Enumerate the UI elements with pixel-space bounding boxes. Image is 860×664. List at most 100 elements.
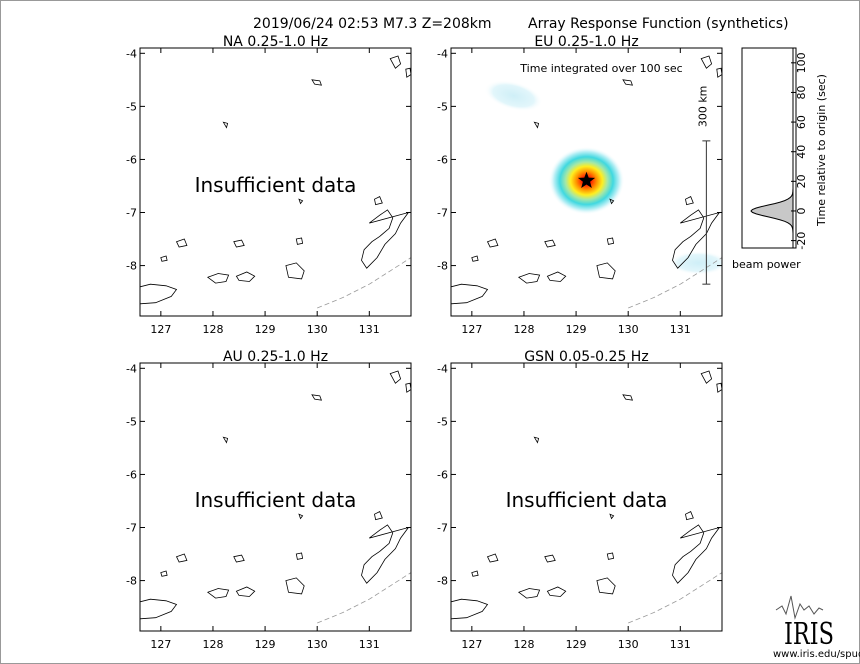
lat-tick-label: -7 <box>126 522 137 535</box>
coastline <box>546 586 567 597</box>
coastline <box>517 588 541 599</box>
lat-tick-label: -7 <box>437 207 448 220</box>
iris-logo: IRIS www.iris.edu/spud <box>773 595 860 660</box>
sidelobe <box>668 250 722 275</box>
coastline <box>700 55 713 69</box>
logo-url: www.iris.edu/spud <box>773 649 860 660</box>
lat-tick-label: -6 <box>126 153 137 166</box>
lon-tick-label: 129 <box>255 323 276 336</box>
coastline <box>175 553 188 563</box>
coastline <box>361 209 410 269</box>
coastline <box>140 598 178 620</box>
lon-tick-label: 128 <box>513 638 534 651</box>
coastline <box>700 370 713 384</box>
coastline <box>622 79 634 86</box>
coastline <box>298 513 304 520</box>
lon-tick-label: 130 <box>307 638 328 651</box>
beam-tick-label: 40 <box>795 145 808 159</box>
lat-tick-label: -7 <box>126 207 137 220</box>
beam-power-ylabel: Time relative to origin (sec) <box>815 74 828 227</box>
coastline <box>517 273 541 284</box>
lon-tick-label: 129 <box>255 638 276 651</box>
panel-title: AU 0.25-1.0 Hz <box>223 349 328 365</box>
coastline <box>544 239 556 248</box>
lon-tick-label: 131 <box>670 323 691 336</box>
coastline <box>285 262 305 280</box>
beam-power-label: beam power <box>732 258 801 271</box>
map-panels: 127 128 129 130 131 -4 -5 -6 -7 -8 NA 0.25-1.0 Hz I… <box>126 34 723 651</box>
coastline <box>222 436 229 444</box>
lat-tick-label: -5 <box>437 415 448 428</box>
beam-tick-label: 80 <box>795 85 808 99</box>
lat-tick-label: -7 <box>437 522 448 535</box>
coastline <box>486 238 499 248</box>
lon-tick-label: 128 <box>202 323 223 336</box>
lat-tick-label: -6 <box>437 153 448 166</box>
coastline <box>295 237 304 245</box>
coastline <box>140 283 178 305</box>
lon-tick-label: 129 <box>566 323 587 336</box>
lon-tick-label: 130 <box>618 638 639 651</box>
lat-tick-label: -5 <box>437 100 448 113</box>
sidelobe <box>484 80 543 112</box>
lon-tick-label: 127 <box>150 323 171 336</box>
coastline <box>471 255 479 262</box>
coastline <box>672 209 721 269</box>
panel-title: EU 0.25-1.0 Hz <box>534 34 638 50</box>
coastline <box>672 524 721 584</box>
scale-label: 300 km <box>696 86 709 128</box>
coastline <box>389 370 402 384</box>
coastline <box>374 196 383 206</box>
panel-title: GSN 0.05-0.25 Hz <box>524 349 648 365</box>
coastline <box>389 55 402 69</box>
logo-text: IRIS <box>784 617 834 652</box>
coastline <box>716 67 722 78</box>
panel-title: NA 0.25-1.0 Hz <box>223 34 328 50</box>
lat-tick-label: -4 <box>437 362 448 375</box>
panel-frame <box>450 362 723 632</box>
beam-tick-label: 100 <box>795 52 808 73</box>
coastline <box>451 283 489 305</box>
coastline <box>311 394 323 401</box>
lat-tick-label: -6 <box>126 468 137 481</box>
coastline <box>609 513 615 520</box>
integration-note: Time integrated over 100 sec <box>519 62 682 75</box>
panel-frame <box>450 47 723 317</box>
beam-tick-label: -20 <box>795 232 808 250</box>
event-header: 2019/06/24 02:53 M7.3 Z=208km <box>253 16 492 32</box>
coastline <box>533 436 540 444</box>
lat-tick-label: -6 <box>437 468 448 481</box>
lat-tick-label: -5 <box>126 100 137 113</box>
beam-power-plot: 100 80 60 40 20 0 -20 Time relative to origin … <box>732 47 828 271</box>
coastline <box>285 577 305 595</box>
coastline <box>486 553 499 563</box>
lat-tick-label: -5 <box>126 415 137 428</box>
coastline <box>295 552 304 560</box>
coastline <box>533 121 540 129</box>
insufficient-data-label: Insufficient data <box>195 173 357 197</box>
coastline <box>235 586 256 597</box>
map-panel: 300 km Time integrated over 100 sec 127 128… <box>437 34 723 336</box>
lat-tick-label: -8 <box>437 575 448 588</box>
map-panel: 127 128 129 130 131 -4 -5 -6 -7 -8 GSN 0.05-0.25 H… <box>437 349 723 651</box>
product-title: Array Response Function (synthetics) <box>528 16 789 32</box>
insufficient-data-label: Insufficient data <box>506 488 668 512</box>
coastline <box>222 121 229 129</box>
lon-tick-label: 128 <box>513 323 534 336</box>
coastline <box>544 554 556 563</box>
coastline <box>233 554 245 563</box>
seismogram-icon <box>775 595 824 620</box>
trench-line <box>628 257 722 309</box>
coastline <box>716 382 722 393</box>
lon-tick-label: 127 <box>150 638 171 651</box>
lat-tick-label: -8 <box>126 575 137 588</box>
map-panel: 127 128 129 130 131 -4 -5 -6 -7 -8 AU 0.25-1.0 Hz I… <box>126 349 412 651</box>
trench-line <box>317 257 411 309</box>
lat-tick-label: -8 <box>437 260 448 273</box>
insufficient-data-label: Insufficient data <box>195 488 357 512</box>
lon-tick-label: 131 <box>670 638 691 651</box>
lat-tick-label: -4 <box>437 47 448 60</box>
